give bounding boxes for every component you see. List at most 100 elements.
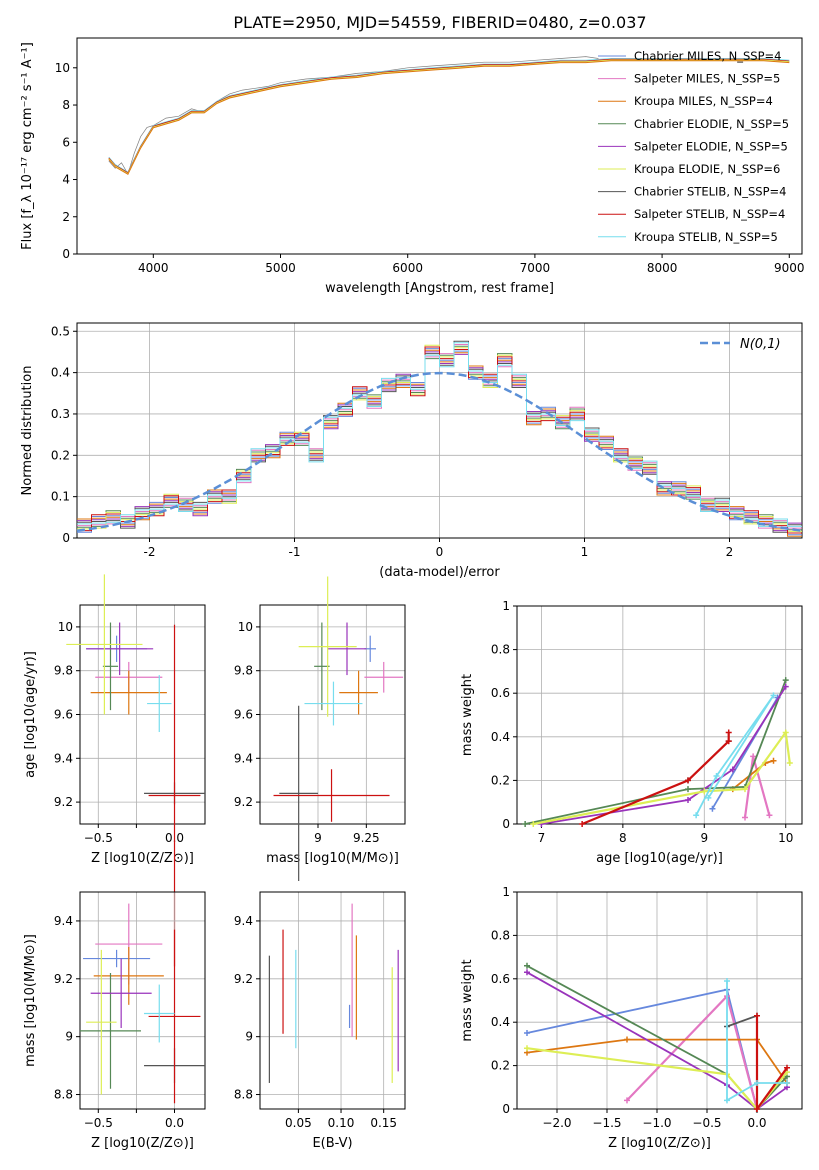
y-tick-label: 0 <box>62 247 70 261</box>
weight-marker-salpeter_elodie <box>524 969 530 976</box>
y-tick-label: 0.2 <box>51 448 70 462</box>
weight-line-kroupa_stelib <box>726 981 787 1102</box>
x-tick-label: 2 <box>726 545 734 559</box>
y-tick-label: 0.3 <box>51 407 70 421</box>
y-tick-label: 9.2 <box>234 795 253 809</box>
x-tick-label: -2 <box>144 545 156 559</box>
mass-vs-Z-axes: −0.5 0.0 8.8 9 9.2 9.4 Z [log10(Z/Z⊙)] mass [lo… <box>23 891 206 1151</box>
weight-line-kroupa_miles <box>526 1038 788 1084</box>
weight-marker-kroupa_elodie <box>742 786 748 793</box>
y-tick-label: 10 <box>58 620 73 634</box>
y-tick-label: 9.8 <box>54 664 73 678</box>
weight-marker-chabrier_miles <box>709 805 716 812</box>
weight-marker-chabrier_elodie <box>522 821 529 827</box>
y-tick-label: 9.8 <box>234 664 253 678</box>
y-tick-label: 0.4 <box>491 1015 510 1029</box>
weight-line-salpeter_miles <box>626 994 759 1110</box>
weight-marker-salpeter_stelib <box>754 1012 760 1019</box>
x-tick-label: 5000 <box>265 261 296 275</box>
spectrum-model-kroupa_miles <box>108 60 790 176</box>
y-tick-label: 0.8 <box>491 643 510 657</box>
weight-marker-salpeter_elodie <box>685 797 691 804</box>
y-tick-label: 9.2 <box>54 972 73 986</box>
y-tick-label: 9.6 <box>54 708 73 722</box>
spectrum-model-salpeter_stelib <box>108 58 790 174</box>
y-tick-label: 4 <box>62 173 70 187</box>
x-tick-label: 0.05 <box>285 1116 312 1130</box>
legend-label: N(0,1) <box>740 337 781 352</box>
axes-frame <box>76 37 803 255</box>
x-tick-label: 9 <box>314 831 322 845</box>
x-tick-label: 4000 <box>138 261 169 275</box>
y-tick-label: 9.4 <box>234 914 253 928</box>
weight-marker-salpeter_elodie <box>729 766 736 773</box>
weight-marker-salpeter_miles <box>624 1097 630 1104</box>
weight-line-chabrier_stelib <box>726 1014 758 1028</box>
weight-marker-salpeter_miles <box>766 812 773 819</box>
spectrum-model-kroupa_stelib <box>108 58 790 173</box>
weight-marker-salpeter_stelib <box>685 777 691 784</box>
weight-marker-chabrier_miles <box>524 1030 530 1037</box>
weight-marker-kroupa_stelib <box>754 1079 760 1086</box>
age-vs-mass-axes: 9 9.25 9.2 9.4 9.6 9.8 10 mass [log10(M/M⊙)] <box>234 576 406 881</box>
y-tick-label: 0.8 <box>491 928 510 942</box>
y-axis-label: Normed distribution <box>20 366 35 496</box>
x-tick-label: 9000 <box>774 261 805 275</box>
weight-marker-kroupa_elodie <box>782 729 789 736</box>
weight-marker-salpeter_stelib <box>725 738 732 745</box>
weight-line-salpeter_stelib <box>581 732 730 826</box>
legend-label: Salpeter STELIB, N_SSP=4 <box>634 207 785 221</box>
weight-marker-kroupa_elodie <box>524 1045 530 1052</box>
axes-frame <box>79 891 206 1110</box>
plots-container: 4000 5000 6000 7000 8000 90000246810wavelengt… <box>20 37 805 1151</box>
x-tick-label: −2.0 <box>542 1116 571 1130</box>
x-tick-label: 9.25 <box>353 831 380 845</box>
y-tick-label: 9.4 <box>54 751 73 765</box>
x-axis-label: Z [log10(Z/Z⊙)] <box>608 1136 711 1151</box>
weight-marker-kroupa_miles <box>770 757 777 764</box>
y-tick-label: 1 <box>502 885 510 899</box>
y-tick-label: 9 <box>245 1030 253 1044</box>
x-tick-label: 7000 <box>520 261 551 275</box>
legend-label: Salpeter ELODIE, N_SSP=5 <box>634 139 788 153</box>
legend-label: Chabrier MILES, N_SSP=4 <box>634 49 781 63</box>
y-axis-label: mass weight <box>460 674 475 756</box>
y-tick-label: 9.2 <box>234 972 253 986</box>
y-tick-label: 0.2 <box>491 773 510 787</box>
x-axis-label: wavelength [Angstrom, rest frame] <box>325 281 554 296</box>
y-tick-label: 0.4 <box>51 366 70 380</box>
y-tick-label: 10 <box>55 61 70 75</box>
weight-marker-chabrier_elodie <box>524 962 530 969</box>
weight-marker-kroupa_stelib <box>705 794 712 801</box>
y-tick-label: 9.4 <box>54 914 73 928</box>
weight-marker-kroupa_elodie <box>530 821 537 827</box>
y-tick-label: 0.6 <box>491 686 510 700</box>
x-axis-label: E(B-V) <box>312 1136 352 1151</box>
y-axis-label: mass weight <box>460 959 475 1041</box>
x-axis-label: Z [log10(Z/Z⊙)] <box>91 1136 194 1151</box>
y-axis-label: Flux [f_λ 10⁻¹⁷ erg cm⁻² s⁻¹ A⁻¹] <box>20 42 35 250</box>
x-axis-label: mass [log10(M/M⊙)] <box>266 851 399 866</box>
y-tick-label: 9.6 <box>234 708 253 722</box>
spectrum-data <box>108 56 599 175</box>
x-tick-label: −1.0 <box>642 1116 671 1130</box>
axes-frame <box>516 891 803 1110</box>
weight-line-kroupa_elodie <box>533 729 791 826</box>
x-tick-label: -1 <box>289 545 301 559</box>
x-tick-label: −0.5 <box>84 1116 113 1130</box>
x-tick-label: 8 <box>619 831 627 845</box>
y-tick-label: 0 <box>62 531 70 545</box>
weight-marker-kroupa_stelib <box>713 773 720 780</box>
weight-marker-kroupa_miles <box>624 1036 630 1043</box>
y-tick-label: 6 <box>62 135 70 149</box>
weight-marker-salpeter_stelib <box>784 1064 790 1071</box>
axes-frame <box>516 605 803 825</box>
y-tick-label: 0.6 <box>491 972 510 986</box>
weight-line-salpeter_elodie <box>526 971 788 1111</box>
x-tick-label: 1 <box>581 545 589 559</box>
y-tick-label: 10 <box>238 620 253 634</box>
y-tick-label: 2 <box>62 210 70 224</box>
y-tick-label: 0.2 <box>491 1059 510 1073</box>
x-tick-label: 0.10 <box>328 1116 355 1130</box>
